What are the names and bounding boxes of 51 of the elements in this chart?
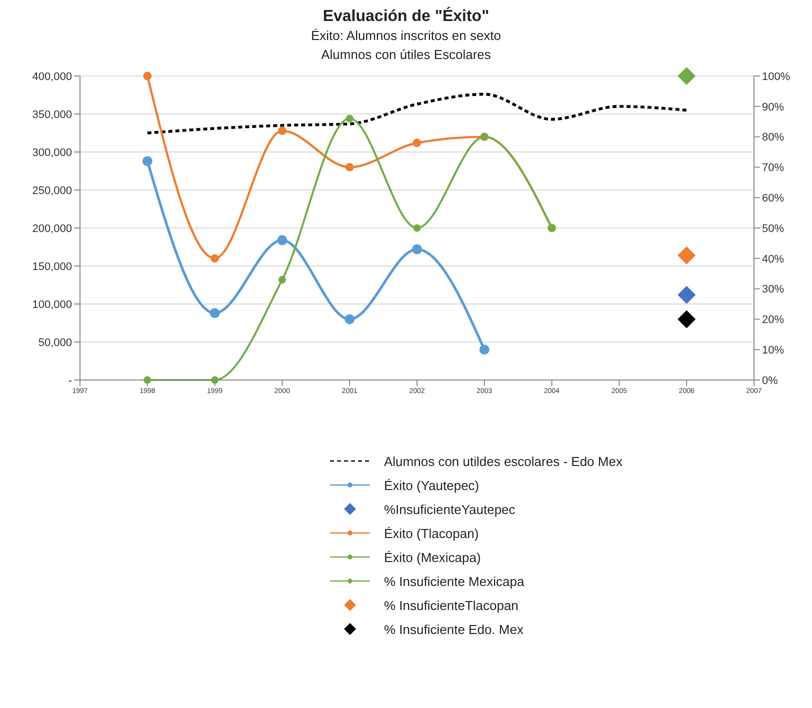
line-series bbox=[146, 92, 688, 134]
point bbox=[345, 163, 354, 172]
point bbox=[678, 67, 696, 85]
y2-tick-label: 40% bbox=[762, 253, 784, 266]
point bbox=[678, 310, 696, 328]
y-tick-label: 350,000 bbox=[32, 108, 72, 121]
point bbox=[678, 246, 696, 264]
legend-label: Éxito (Yautepec) bbox=[384, 478, 480, 492]
point bbox=[344, 314, 355, 324]
y-tick-label: 50,000 bbox=[38, 336, 72, 349]
y2-tick-label: 30% bbox=[762, 284, 784, 296]
y2-tick-label: 70% bbox=[762, 162, 784, 174]
point bbox=[278, 276, 286, 284]
point bbox=[678, 286, 696, 304]
y2-tick-label: 0% bbox=[762, 374, 778, 387]
y-tick-label: - bbox=[68, 374, 72, 387]
chart-subtitle: Éxito: Alumnos inscritos en sexto Alumnos con útiles Escolares bbox=[310, 27, 502, 64]
legend-label: Alumnos con utildes escolares - Edo Mex bbox=[384, 454, 622, 468]
y2-tick-label: 20% bbox=[762, 314, 784, 326]
point bbox=[143, 72, 152, 80]
legend-label: % InsuficienteTlacopan bbox=[384, 598, 518, 612]
point bbox=[346, 114, 354, 122]
point bbox=[412, 244, 422, 254]
y2-tick-label: 80% bbox=[762, 132, 784, 144]
y-tick-label: 400,000 bbox=[32, 70, 72, 83]
y-tick-label: 100,000 bbox=[32, 298, 72, 311]
y-tick-label: 300,000 bbox=[32, 146, 72, 159]
y2-tick-label: 100% bbox=[762, 70, 790, 83]
legend-label: % Insuficiente Mexicapa bbox=[384, 574, 524, 588]
point bbox=[144, 376, 152, 384]
point bbox=[413, 224, 421, 232]
point bbox=[278, 126, 286, 135]
y2-tick-label: 60% bbox=[762, 192, 784, 205]
y2-tick-label: 90% bbox=[762, 101, 784, 114]
point bbox=[277, 235, 288, 246]
point bbox=[142, 156, 152, 166]
point bbox=[412, 138, 422, 148]
legend-label: % Insuficiente Edo. Mex bbox=[384, 622, 524, 636]
point bbox=[211, 376, 219, 384]
legend-label: %InsuficienteYautepec bbox=[384, 502, 516, 516]
y2-tick-label: 50% bbox=[762, 222, 784, 235]
y-tick-label: 250,000 bbox=[32, 184, 72, 197]
point bbox=[479, 344, 490, 355]
legend-label: Éxito (Mexicapa) bbox=[384, 550, 481, 564]
point bbox=[210, 308, 220, 318]
legend-label: Éxito (Tlacopan) bbox=[384, 526, 479, 540]
point bbox=[210, 254, 219, 263]
chart-title: Evaluación de "Éxito" bbox=[322, 8, 490, 26]
y-tick-label: 150,000 bbox=[32, 260, 72, 273]
y2-tick-label: 10% bbox=[762, 344, 784, 357]
y-tick-label: 200,000 bbox=[32, 222, 72, 235]
